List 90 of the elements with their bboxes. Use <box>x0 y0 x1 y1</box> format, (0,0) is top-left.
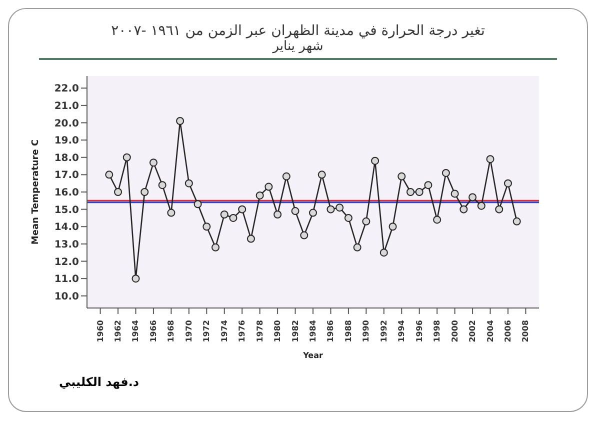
x-tick-label: 1998 <box>432 320 442 342</box>
point <box>282 172 290 180</box>
x-tick-label: 1976 <box>238 320 247 342</box>
x-tick-label: 2008 <box>521 320 530 342</box>
point <box>122 153 131 162</box>
x-tick-label: 1968 <box>166 320 176 342</box>
point <box>132 274 140 283</box>
y-tick-label: 10.0 <box>54 291 80 302</box>
chart-title: تغير درجة الحرارة في مدينة الظهران عبر الزمن من ١٩٦١ -٢٠٠٧ <box>110 23 486 39</box>
point <box>344 214 352 222</box>
point <box>220 210 228 219</box>
point <box>256 191 264 200</box>
point <box>486 155 494 164</box>
point <box>406 188 414 196</box>
x-tick-label: 1990 <box>362 320 371 342</box>
point <box>264 182 273 191</box>
point <box>450 190 459 198</box>
x-tick-label: 1984 <box>308 320 318 342</box>
point <box>212 243 220 252</box>
point <box>114 188 122 196</box>
y-tick-label: 16.0 <box>54 188 80 199</box>
y-tick-label: 20.0 <box>54 118 80 130</box>
x-tick-label: 1994 <box>397 320 406 342</box>
x-axis-title: Year <box>302 351 323 360</box>
x-tick-label: 2002 <box>468 320 478 342</box>
point <box>238 205 246 214</box>
point <box>274 210 282 219</box>
point <box>388 222 397 231</box>
x-tick-label: 2006 <box>503 320 512 342</box>
point <box>353 243 362 252</box>
point <box>512 217 521 226</box>
x-tick-label: 1980 <box>273 320 282 342</box>
x-tick-label: 1978 <box>255 320 264 342</box>
x-tick-label: 1974 <box>220 320 229 342</box>
point <box>442 168 450 177</box>
point <box>291 207 300 216</box>
x-tick-label: 1996 <box>414 320 424 342</box>
point <box>149 158 158 167</box>
y-tick-label: 21.0 <box>54 100 80 112</box>
point <box>184 179 193 188</box>
point <box>504 179 512 188</box>
point <box>460 205 468 214</box>
y-tick-label: 11.0 <box>54 274 80 286</box>
x-tick-label: 1970 <box>184 320 194 342</box>
point <box>194 200 202 208</box>
point <box>336 204 344 212</box>
x-tick-label: 1962 <box>114 320 123 342</box>
point <box>318 170 326 179</box>
x-tick-label: 1964 <box>131 320 140 342</box>
x-tick-label: 2000 <box>450 320 460 342</box>
text: د.فهد الكليبي <box>59 375 140 389</box>
point <box>246 234 255 243</box>
y-tick-label: 15.0 <box>54 204 80 216</box>
point <box>371 156 380 165</box>
point <box>176 117 184 126</box>
x-tick-label: 1982 <box>290 320 300 342</box>
point <box>326 205 335 214</box>
y-axis-title: Mean Temperature C <box>31 139 42 245</box>
point <box>105 170 114 179</box>
y-tick-label: 14.0 <box>54 222 80 234</box>
x-tick-label: 1988 <box>344 320 353 342</box>
y-tick-label: 22.0 <box>54 84 80 95</box>
point <box>380 248 388 257</box>
point <box>140 188 149 196</box>
x-tick-label: 1986 <box>326 320 336 342</box>
chart-subtitle: شهر يناير <box>271 39 324 54</box>
point <box>415 188 424 196</box>
point <box>495 205 504 214</box>
point <box>158 181 166 190</box>
y-tick-label: 17.0 <box>54 170 80 182</box>
point <box>309 208 317 217</box>
point <box>433 216 442 224</box>
y-tick-label: 19.0 <box>54 136 80 147</box>
x-tick-label: 1972 <box>202 320 212 342</box>
x-tick-label: 2004 <box>486 320 495 342</box>
point <box>477 202 486 210</box>
point <box>229 214 238 222</box>
x-tick-label: 1966 <box>148 320 158 342</box>
x-tick-label: 1960 <box>96 320 105 342</box>
point <box>202 222 211 231</box>
y-tick-label: 13.0 <box>54 239 80 250</box>
point <box>424 181 432 190</box>
point <box>398 172 406 180</box>
point <box>362 217 370 226</box>
point <box>167 208 176 217</box>
x-tick-label: 1992 <box>379 320 388 342</box>
point <box>300 231 308 240</box>
point <box>468 193 477 202</box>
y-tick-label: 18.0 <box>54 152 80 164</box>
y-tick-label: 12.0 <box>54 256 80 268</box>
